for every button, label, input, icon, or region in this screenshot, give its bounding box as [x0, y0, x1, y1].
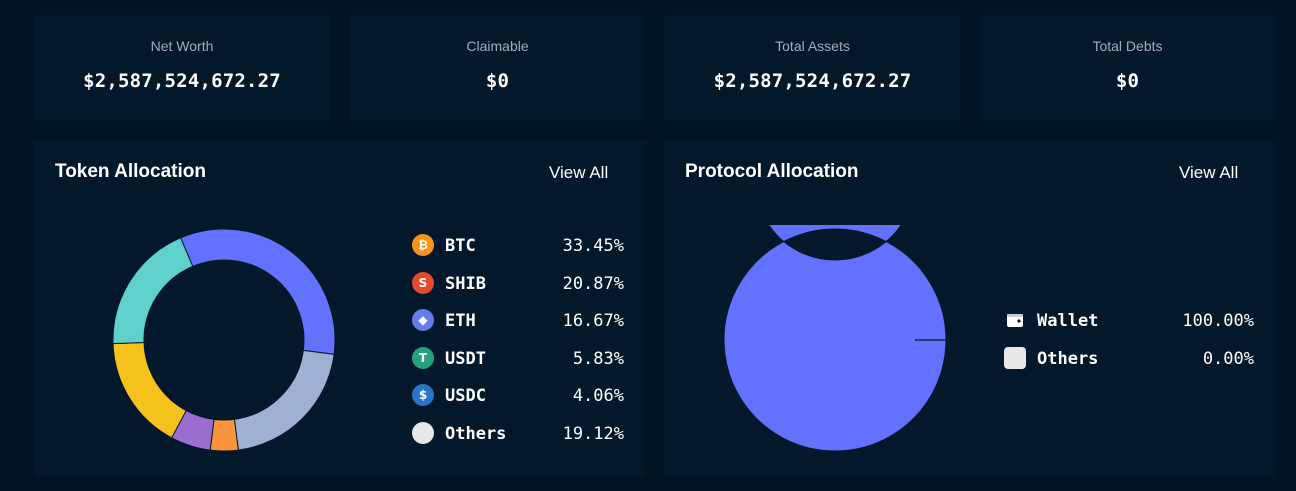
token-legend-name: SHIB: [445, 274, 486, 294]
usdc-icon-glyph: $: [418, 388, 428, 402]
total-assets-label: Total Assets: [775, 38, 850, 54]
token-legend-name: Others: [445, 424, 507, 444]
token-allocation-panel: Token Allocation View All ₿ BTC 33.45% S SHI…: [34, 141, 645, 477]
token-legend-item[interactable]: Others 19.12%: [412, 421, 626, 447]
token-legend-item[interactable]: ◆ ETH 16.67%: [412, 308, 626, 334]
token-allocation-donut-chart: [85, 228, 336, 452]
protocol-legend-name: Wallet: [1037, 311, 1099, 331]
ethereum-icon-glyph: ◆: [418, 313, 428, 327]
net-worth-card: Net Worth $2,587,524,672.27: [34, 15, 330, 121]
protocol-allocation-title: Protocol Allocation: [685, 161, 859, 182]
bitcoin-icon: ₿: [412, 234, 434, 256]
total-debts-value: $0: [1115, 70, 1140, 92]
token-legend-name: USDT: [445, 349, 486, 369]
total-assets-card: Total Assets $2,587,524,672.27: [665, 15, 960, 121]
others-icon: [1004, 347, 1026, 369]
shib-icon-glyph: S: [418, 276, 428, 290]
token-legend-percent: 5.83%: [572, 349, 624, 369]
protocol-legend-percent: 100.00%: [1182, 311, 1254, 331]
claimable-value: $0: [485, 70, 510, 92]
protocol-legend-name: Others: [1037, 349, 1099, 369]
bitcoin-icon-glyph: ₿: [418, 238, 428, 252]
token-legend-name: ETH: [445, 311, 476, 331]
total-assets-value: $2,587,524,672.27: [713, 70, 912, 92]
protocol-allocation-panel: Protocol Allocation View All Wallet 100.…: [664, 141, 1275, 477]
token-slice-others[interactable]: [85, 237, 212, 354]
token-legend-item[interactable]: T USDT 5.83%: [412, 346, 626, 372]
token-legend-item[interactable]: S SHIB 20.87%: [412, 271, 626, 297]
token-legend-percent: 33.45%: [562, 236, 624, 256]
token-allocation-title: Token Allocation: [55, 161, 206, 182]
claimable-label: Claimable: [466, 38, 529, 54]
net-worth-label: Net Worth: [150, 38, 214, 54]
total-debts-card: Total Debts $0: [980, 15, 1275, 121]
token-legend-percent: 19.12%: [562, 424, 624, 444]
protocol-slice-wallet[interactable]: [723, 225, 947, 452]
others-icon: [412, 422, 434, 444]
protocol-allocation-donut-chart: [723, 225, 947, 452]
net-worth-value: $2,587,524,672.27: [83, 70, 281, 92]
protocol-legend-percent: 0.00%: [1202, 349, 1254, 369]
ethereum-icon: ◆: [412, 309, 434, 331]
others-icon-glyph: [412, 422, 434, 444]
usdc-icon: $: [412, 384, 434, 406]
token-legend-percent: 16.67%: [562, 311, 624, 331]
token-legend-item[interactable]: $ USDC 4.06%: [412, 383, 626, 409]
token-legend-name: USDC: [445, 386, 486, 406]
token-view-all-link[interactable]: View All: [549, 163, 609, 182]
protocol-legend-item[interactable]: Wallet 100.00%: [1004, 308, 1256, 334]
token-legend-percent: 4.06%: [572, 386, 624, 406]
total-debts-label: Total Debts: [1092, 38, 1163, 54]
shib-icon: S: [412, 272, 434, 294]
tether-icon: T: [412, 347, 434, 369]
token-legend-item[interactable]: ₿ BTC 33.45%: [412, 233, 626, 259]
protocol-view-all-link[interactable]: View All: [1179, 163, 1239, 182]
tether-icon-glyph: T: [418, 351, 428, 365]
token-legend-name: BTC: [445, 236, 476, 256]
wallet-icon: [1004, 309, 1026, 331]
token-legend-percent: 20.87%: [562, 274, 624, 294]
claimable-card: Claimable $0: [350, 15, 645, 121]
protocol-legend-item[interactable]: Others 0.00%: [1004, 346, 1256, 372]
